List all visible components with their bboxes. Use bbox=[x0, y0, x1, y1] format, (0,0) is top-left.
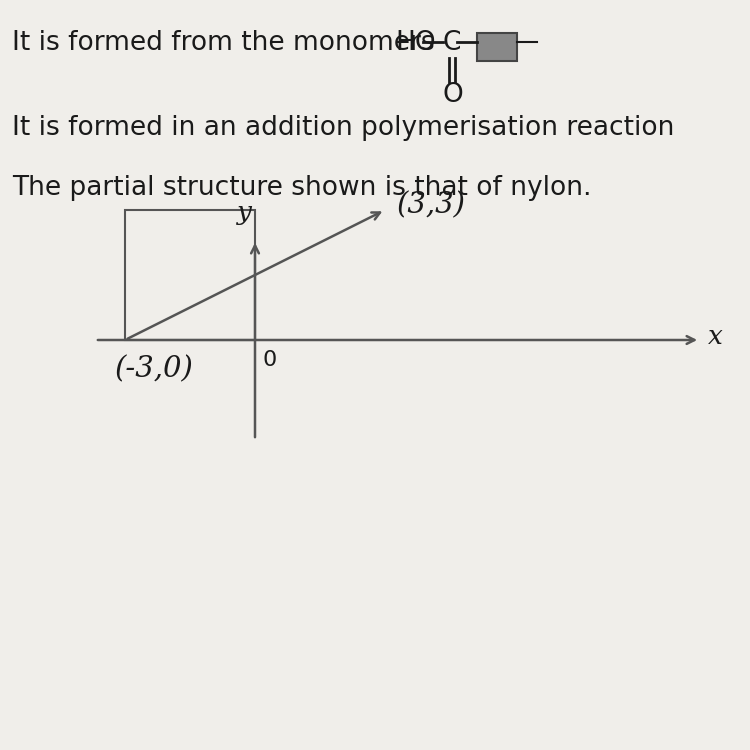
Text: (-3,0): (-3,0) bbox=[115, 355, 194, 383]
Text: The partial structure shown is that of nylon.: The partial structure shown is that of n… bbox=[12, 175, 592, 201]
Text: y: y bbox=[237, 200, 252, 225]
Text: C: C bbox=[443, 30, 461, 56]
Text: (3,3): (3,3) bbox=[397, 191, 466, 219]
Bar bbox=[477, 33, 517, 61]
Text: O: O bbox=[443, 82, 464, 108]
Text: It is formed in an addition polymerisation reaction: It is formed in an addition polymerisati… bbox=[12, 115, 674, 141]
Text: 0: 0 bbox=[262, 350, 276, 370]
Text: x: x bbox=[708, 323, 723, 349]
Bar bbox=[125, 210, 255, 340]
Text: It is formed from the monomers: It is formed from the monomers bbox=[12, 30, 435, 56]
Text: HO: HO bbox=[395, 30, 436, 56]
